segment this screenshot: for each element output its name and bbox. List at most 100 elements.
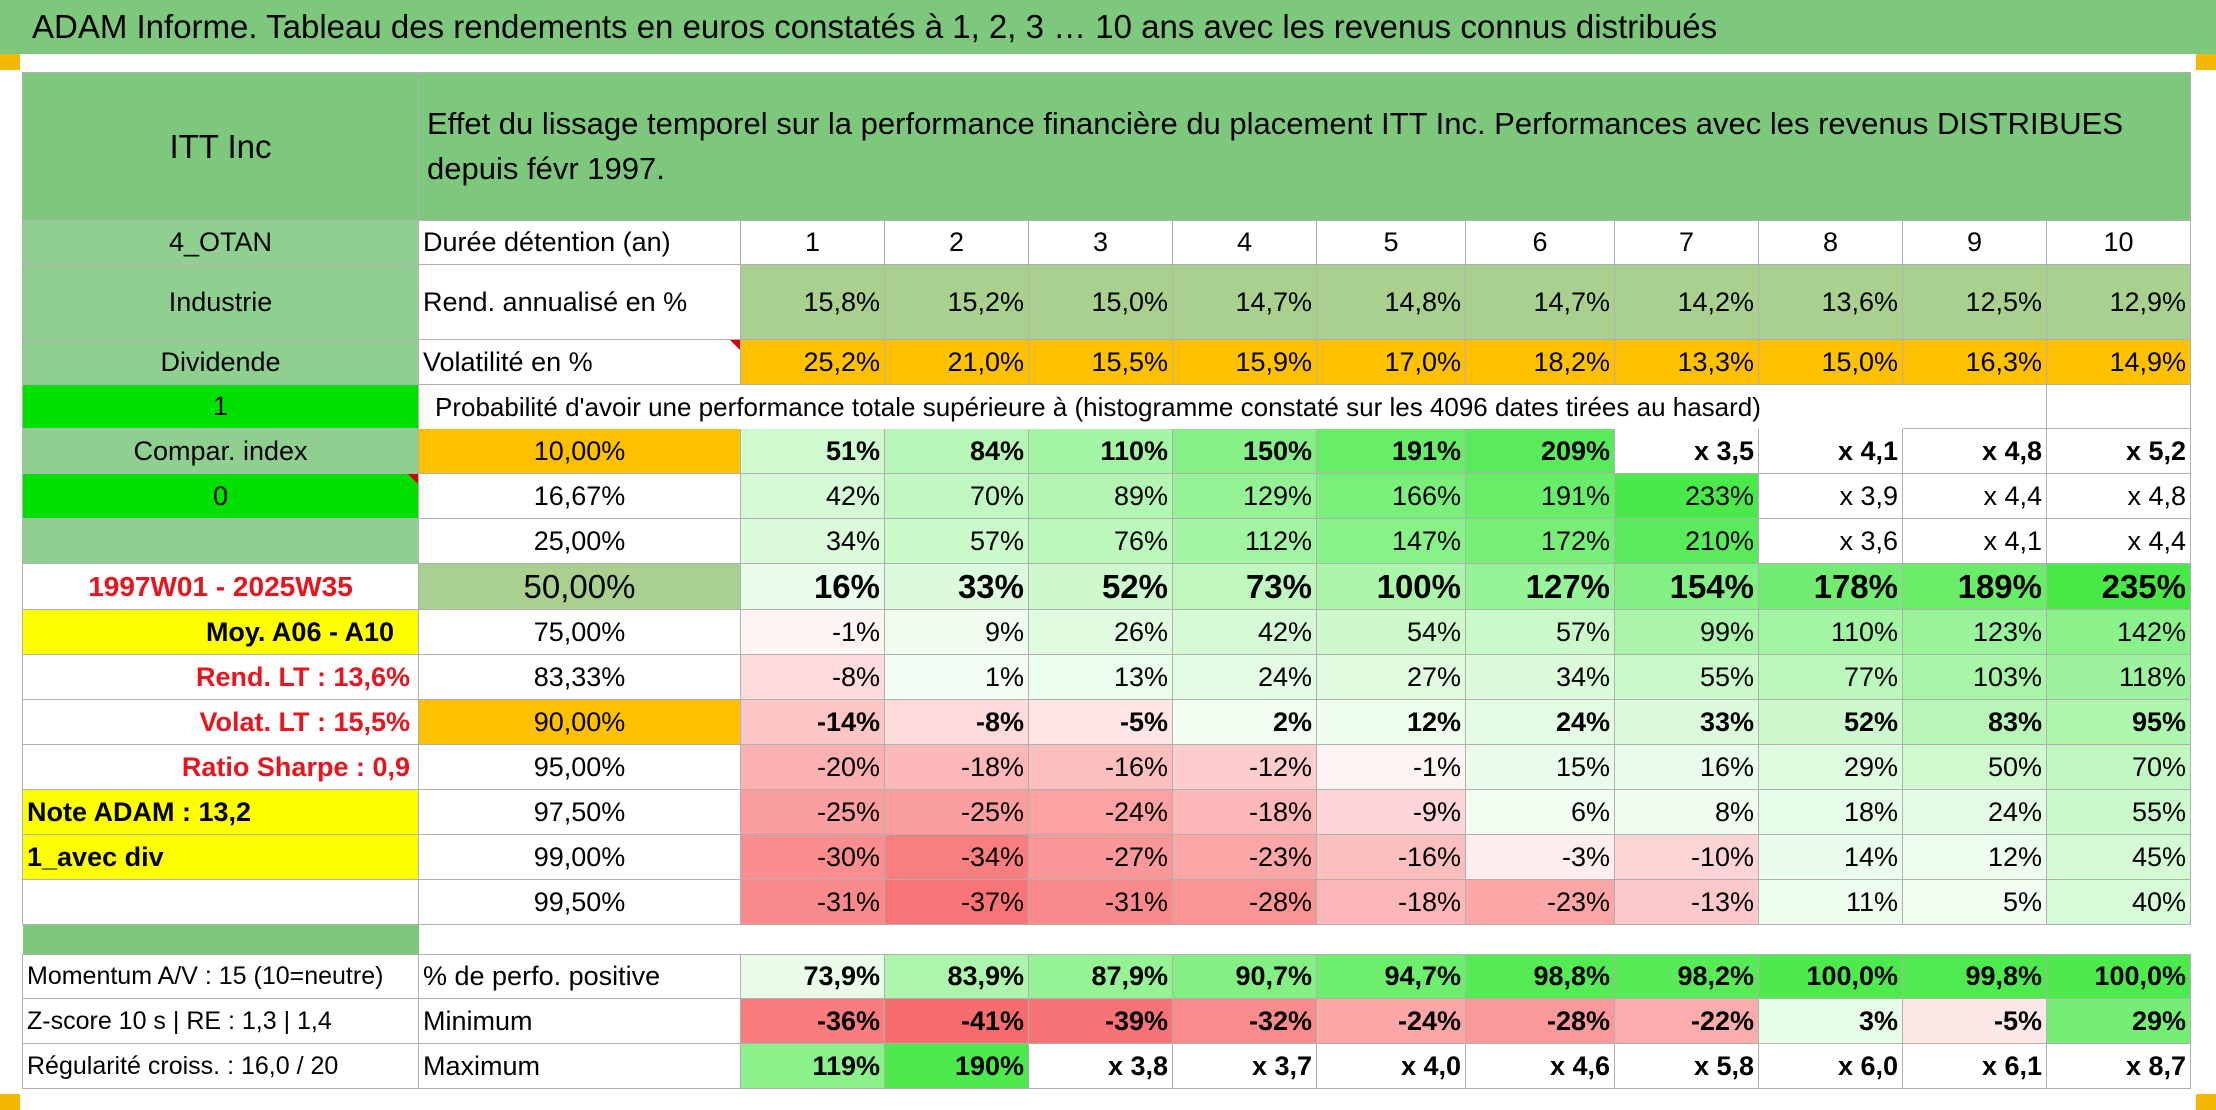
year-header: 3 bbox=[1028, 220, 1173, 265]
prob-cell: 110% bbox=[1028, 428, 1173, 474]
prob-cell: -23% bbox=[1172, 834, 1317, 880]
prob-cell: 210% bbox=[1614, 518, 1759, 564]
prob-cell: 110% bbox=[1758, 609, 1903, 655]
prob-cell: 178% bbox=[1758, 563, 1903, 610]
prob-cell: x 5,2 bbox=[2046, 428, 2191, 474]
minimum-cell: 3% bbox=[1758, 998, 1903, 1044]
prob-cell: 191% bbox=[1316, 428, 1466, 474]
prob-cell: -9% bbox=[1316, 789, 1466, 835]
prob-cell: x 4,4 bbox=[1902, 473, 2047, 519]
prob-cell: -25% bbox=[884, 789, 1029, 835]
sector: Industrie bbox=[22, 264, 419, 340]
prob-cell: -8% bbox=[884, 699, 1029, 745]
prob-cell: 52% bbox=[1028, 563, 1173, 610]
maximum-cell: x 8,7 bbox=[2046, 1043, 2191, 1089]
prob-cell: 147% bbox=[1316, 518, 1466, 564]
table-description: Effet du lissage temporel sur la perform… bbox=[418, 72, 2191, 221]
compar-index-label: Compar. index bbox=[22, 428, 419, 474]
prob-cell: 24% bbox=[1465, 699, 1615, 745]
vol-value: 25,2% bbox=[740, 339, 885, 385]
average-label: Moy. A06 - A10 bbox=[22, 609, 419, 655]
positive-cell: 94,7% bbox=[1316, 954, 1466, 999]
prob-cell: 209% bbox=[1465, 428, 1615, 474]
year-header: 4 bbox=[1172, 220, 1317, 265]
prob-cell: 27% bbox=[1316, 654, 1466, 700]
probability-heading: Probabilité d'avoir une performance tota… bbox=[435, 391, 1761, 422]
prob-cell: x 3,5 bbox=[1614, 428, 1759, 474]
positive-label: % de perfo. positive bbox=[418, 954, 741, 999]
prob-threshold: 10,00% bbox=[418, 428, 741, 474]
note-adam: Note ADAM : 13,2 bbox=[22, 789, 419, 835]
prob-cell: -20% bbox=[740, 744, 885, 790]
prob-cell: 191% bbox=[1465, 473, 1615, 519]
prob-cell: 233% bbox=[1614, 473, 1759, 519]
prob-cell: 45% bbox=[2046, 834, 2191, 880]
prob-cell: 95% bbox=[2046, 699, 2191, 745]
prob-cell: -18% bbox=[1172, 789, 1317, 835]
prob-cell: 84% bbox=[884, 428, 1029, 474]
rend-value: 15,8% bbox=[740, 264, 885, 340]
prob-cell: -31% bbox=[1028, 879, 1173, 925]
prob-cell: 118% bbox=[2046, 654, 2191, 700]
prob-cell: 34% bbox=[1465, 654, 1615, 700]
year-header: 1 bbox=[740, 220, 885, 265]
prob-threshold: 25,00% bbox=[418, 518, 741, 564]
prob-cell: -8% bbox=[740, 654, 885, 700]
positive-cell: 90,7% bbox=[1172, 954, 1317, 999]
minimum-cell: -22% bbox=[1614, 998, 1759, 1044]
prob-cell: -3% bbox=[1465, 834, 1615, 880]
prob-cell: -25% bbox=[740, 789, 885, 835]
year-header: 9 bbox=[1902, 220, 2047, 265]
prob-cell: -31% bbox=[740, 879, 885, 925]
year-header: 8 bbox=[1758, 220, 1903, 265]
positive-cell: 98,8% bbox=[1465, 954, 1615, 999]
prob-cell: 142% bbox=[2046, 609, 2191, 655]
maximum-cell: 190% bbox=[884, 1043, 1029, 1089]
rend-label: Rend. annualisé en % bbox=[418, 264, 741, 340]
year-header: 6 bbox=[1465, 220, 1615, 265]
zscore: Z-score 10 s | RE : 1,3 | 1,4 bbox=[22, 998, 419, 1044]
vol-value: 15,9% bbox=[1172, 339, 1317, 385]
vol-value: 15,0% bbox=[1758, 339, 1903, 385]
positive-cell: 100,0% bbox=[2046, 954, 2191, 999]
maximum-cell: x 3,7 bbox=[1172, 1043, 1317, 1089]
prob-cell: -14% bbox=[740, 699, 885, 745]
prob-cell: 103% bbox=[1902, 654, 2047, 700]
rend-value: 13,6% bbox=[1758, 264, 1903, 340]
prob-cell: 34% bbox=[740, 518, 885, 564]
volat-lt: Volat. LT : 15,5% bbox=[22, 699, 419, 745]
prob-cell: -27% bbox=[1028, 834, 1173, 880]
maximum-label: Maximum bbox=[418, 1043, 741, 1089]
prob-cell: 83% bbox=[1902, 699, 2047, 745]
minimum-cell: -32% bbox=[1172, 998, 1317, 1044]
prob-cell: 24% bbox=[1902, 789, 2047, 835]
prob-threshold: 16,67% bbox=[418, 473, 741, 519]
prob-cell: 235% bbox=[2046, 563, 2191, 610]
company-name: ITT Inc bbox=[22, 72, 419, 221]
prob-cell: 18% bbox=[1758, 789, 1903, 835]
prob-cell: 15% bbox=[1465, 744, 1615, 790]
prob-cell: 100% bbox=[1316, 563, 1466, 610]
prob-cell: -18% bbox=[884, 744, 1029, 790]
minimum-label: Minimum bbox=[418, 998, 741, 1044]
prob-cell: 76% bbox=[1028, 518, 1173, 564]
empty-cell bbox=[1902, 384, 2047, 429]
prob-cell: 127% bbox=[1465, 563, 1615, 610]
prob-cell: 123% bbox=[1902, 609, 2047, 655]
prob-cell: 24% bbox=[1172, 654, 1317, 700]
corner-marker-left bbox=[0, 54, 20, 70]
prob-cell: 42% bbox=[1172, 609, 1317, 655]
prob-threshold: 75,00% bbox=[418, 609, 741, 655]
compar-index-value: 0 bbox=[22, 473, 419, 519]
prob-cell: 154% bbox=[1614, 563, 1759, 610]
dividend-mode: 1_avec div bbox=[22, 834, 419, 880]
year-header: 5 bbox=[1316, 220, 1466, 265]
period-label: 1997W01 - 2025W35 bbox=[22, 563, 419, 610]
prob-cell: -16% bbox=[1316, 834, 1466, 880]
rend-value: 14,2% bbox=[1614, 264, 1759, 340]
vol-value: 16,3% bbox=[1902, 339, 2047, 385]
prob-cell: x 4,4 bbox=[2046, 518, 2191, 564]
prob-threshold: 95,00% bbox=[418, 744, 741, 790]
prob-cell: 33% bbox=[884, 563, 1029, 610]
